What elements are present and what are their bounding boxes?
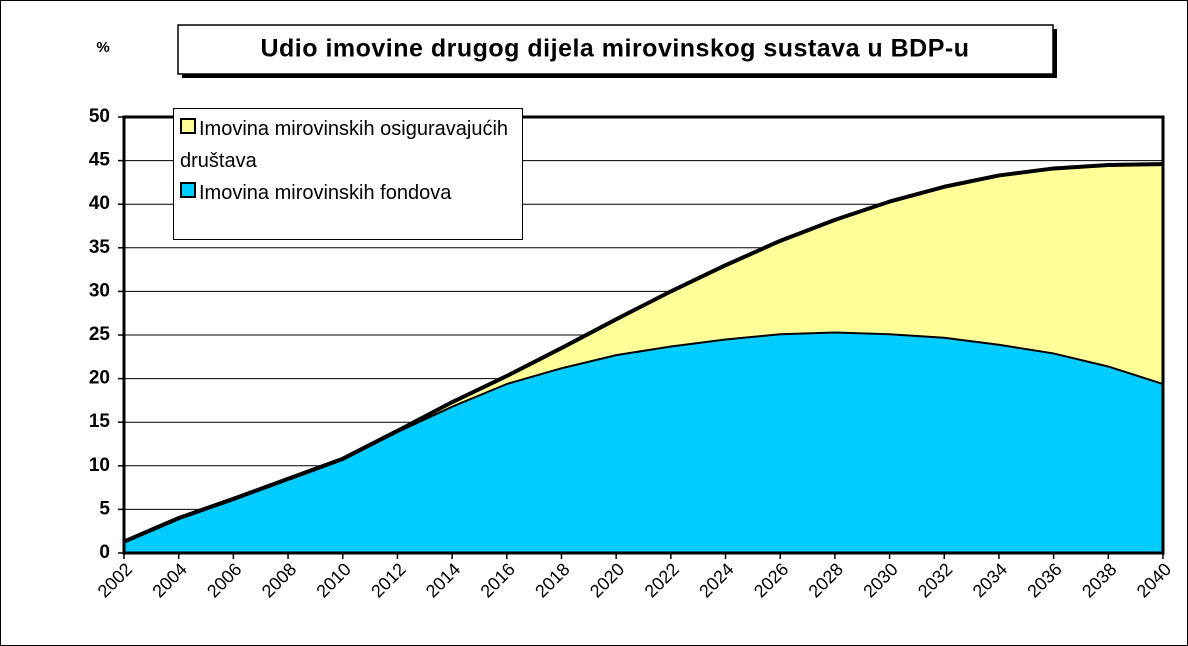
y-tick-label: 0 (99, 542, 110, 563)
y-tick-label: 40 (89, 193, 110, 214)
y-tick-label: 15 (89, 411, 111, 432)
legend-item: Imovina mirovinskih fondova (180, 177, 520, 209)
y-tick-label: 25 (89, 324, 111, 345)
legend-label: Imovina mirovinskih osiguravajućih društ… (180, 118, 509, 172)
legend-swatch (180, 182, 196, 198)
y-tick-label: 10 (89, 455, 110, 476)
y-tick-label: 30 (89, 280, 110, 301)
y-tick-label: 45 (89, 150, 111, 171)
legend: Imovina mirovinskih osiguravajućih društ… (173, 108, 523, 240)
chart-title: Udio imovine drugog dijela mirovinskog s… (260, 35, 969, 63)
y-axis-label: % (96, 39, 109, 56)
legend-item: Imovina mirovinskih osiguravajućih društ… (180, 113, 520, 177)
plot-border (122, 115, 1165, 555)
area (124, 164, 1163, 542)
y-tick-label: 50 (89, 106, 110, 127)
y-tick-label: 35 (89, 237, 111, 258)
area-edge (123, 162, 1164, 544)
area (124, 331, 1163, 553)
legend-label: Imovina mirovinskih fondova (199, 182, 452, 204)
legend-swatch (180, 118, 196, 134)
title-box (177, 24, 1054, 75)
y-tick-label: 5 (99, 498, 110, 519)
y-tick-label: 20 (89, 368, 110, 389)
